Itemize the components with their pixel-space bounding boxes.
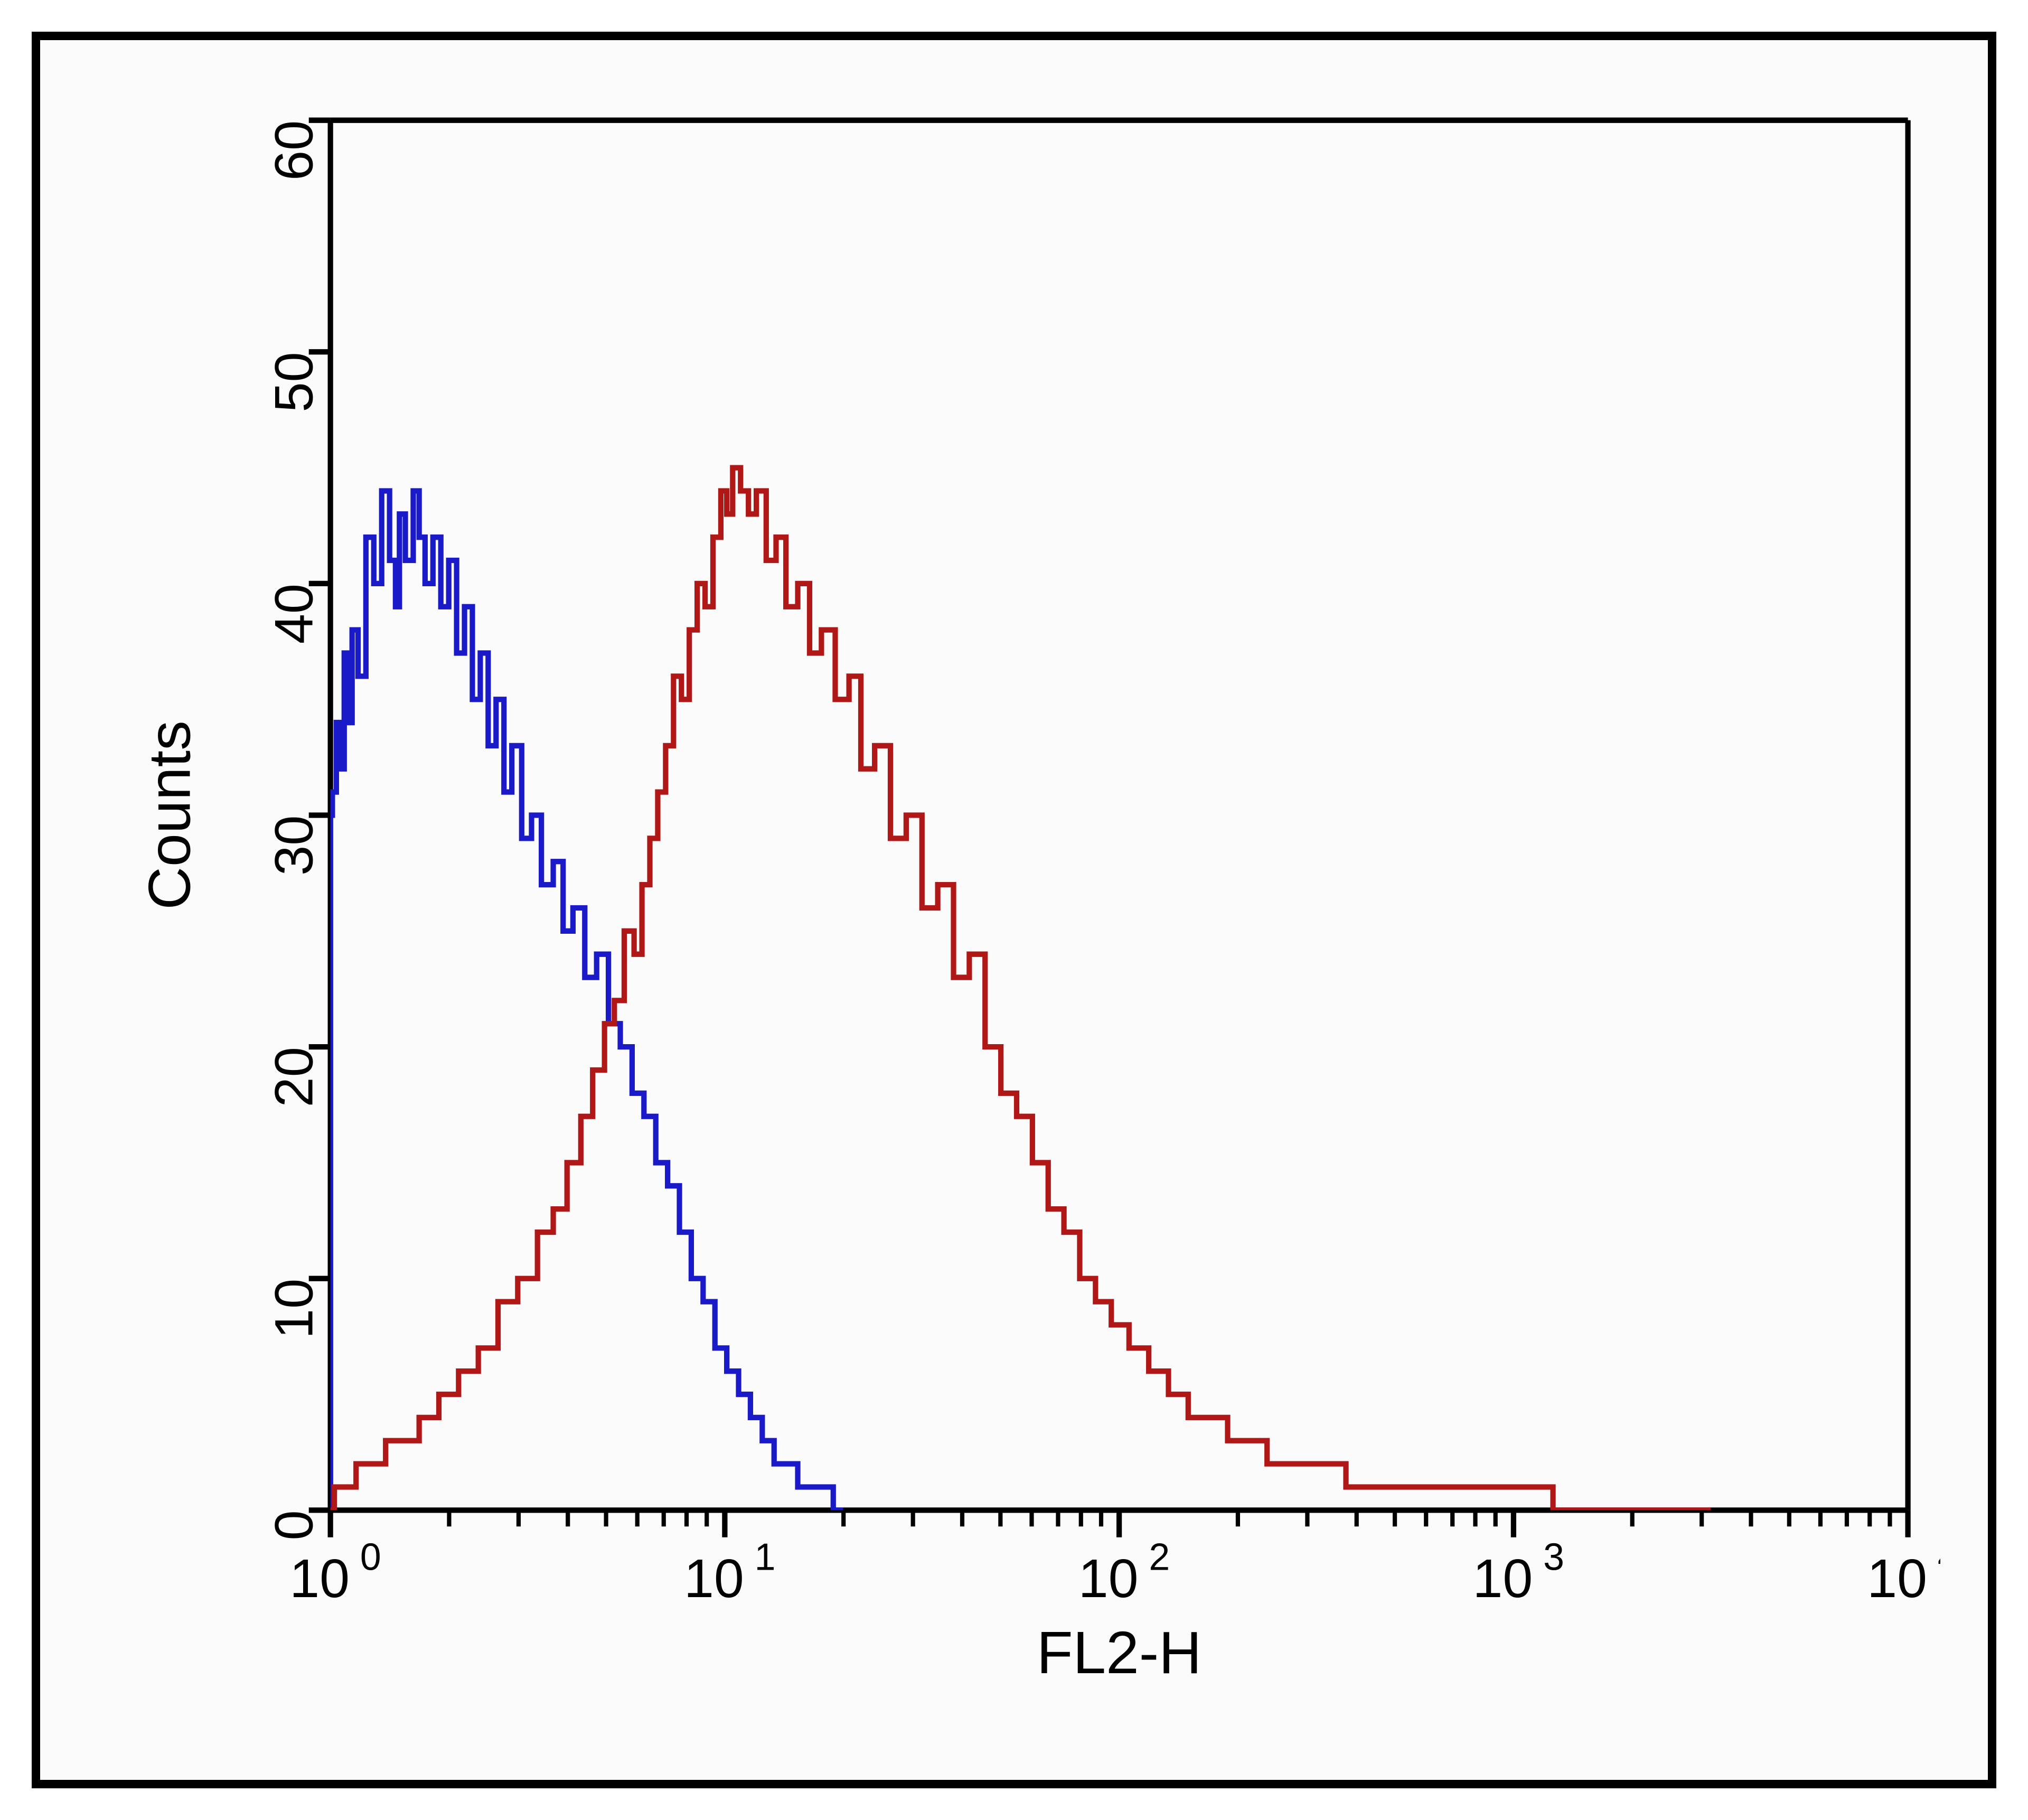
outer-border: 0102030405060100101102103104CountsFL2-H	[32, 32, 1996, 1788]
x-axis-label: FL2-H	[1037, 1619, 1202, 1686]
x-tick-exponent: 0	[360, 1536, 381, 1578]
x-tick-base: 10	[1867, 1548, 1927, 1609]
x-tick-exponent: 1	[755, 1536, 776, 1578]
x-tick-base: 10	[1473, 1548, 1533, 1609]
x-tick-base: 10	[684, 1548, 744, 1609]
y-tick-label: 20	[264, 1047, 324, 1107]
plot-region: 0102030405060100101102103104CountsFL2-H	[104, 88, 1940, 1716]
y-tick-label: 30	[264, 815, 324, 876]
y-axis-label: Counts	[136, 720, 203, 909]
x-tick-base: 10	[289, 1548, 350, 1609]
figure-panel: 0102030405060100101102103104CountsFL2-H	[0, 0, 2028, 1820]
flow-cytometry-histogram: 0102030405060100101102103104CountsFL2-H	[104, 88, 1940, 1716]
x-tick-exponent: 3	[1543, 1536, 1564, 1578]
x-tick-base: 10	[1078, 1548, 1139, 1609]
y-tick-label: 10	[264, 1279, 324, 1339]
x-tick-exponent: 4	[1938, 1536, 1940, 1578]
y-tick-label: 40	[264, 584, 324, 644]
x-tick-exponent: 2	[1149, 1536, 1170, 1578]
y-tick-label: 60	[264, 120, 324, 181]
y-tick-label: 50	[264, 352, 324, 412]
y-tick-label: 0	[264, 1510, 324, 1540]
